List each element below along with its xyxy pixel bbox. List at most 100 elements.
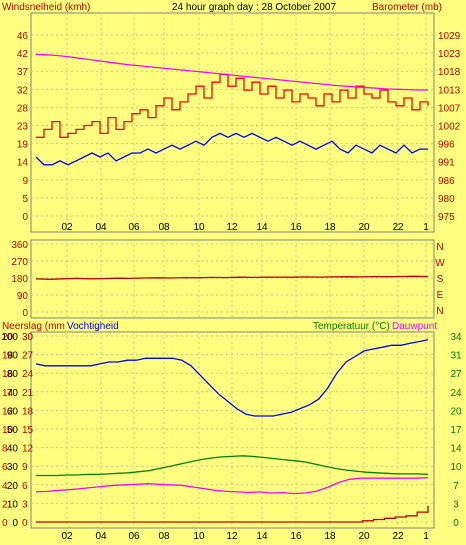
rain-tick-label-2: 6 [22, 481, 28, 492]
chart-title: 24 hour graph day : 28 October 2007 [172, 2, 336, 13]
barometer-tick-label: 980 [438, 194, 455, 205]
wind-tick-label: 37 [17, 67, 29, 78]
hour-tick-label-bottom: 12 [226, 531, 238, 542]
humidity-tick-label: 20 [7, 481, 19, 492]
series-lines [35, 53, 429, 523]
rain-line [36, 505, 429, 523]
barometer-tick-label: 1007 [438, 103, 461, 114]
humidity-tick-label: 30 [7, 462, 19, 473]
humidity-tick-label: 0 [12, 518, 18, 529]
rain-tick-label-2: 3 [22, 499, 28, 510]
direction-tick-label: 180 [11, 274, 28, 285]
direction-tick-label: 0 [22, 308, 28, 319]
wind-axis-label: Windsnelheid (kmh) [2, 2, 90, 13]
rain-tick-label-2: 21 [22, 388, 34, 399]
wind-tick-label: 32 [17, 85, 29, 96]
humidity-tick-label: 90 [7, 351, 19, 362]
wind-tick-label: 28 [17, 103, 29, 114]
rain-tick-label: 18 [2, 351, 14, 362]
rain-tick-label-2: 18 [22, 406, 34, 417]
temperature-tick-label: 24 [450, 388, 462, 399]
wind-tick-label: 42 [17, 49, 29, 60]
rain-tick-label: 14 [2, 388, 14, 399]
hour-tick-label: 1 [423, 222, 429, 233]
rain-tick-label: 2 [2, 499, 8, 510]
rain-tick-label: 8 [2, 444, 8, 455]
temperature-tick-label: 17 [450, 425, 462, 436]
hour-tick-label: 12 [226, 222, 238, 233]
humidity-tick-label: 60 [7, 406, 19, 417]
wind-tick-label: 9 [22, 176, 28, 187]
wind-tick-label: 19 [17, 140, 29, 151]
temperature-line [36, 455, 429, 477]
compass-label: W [435, 258, 445, 269]
rain-tick-label: 10 [2, 425, 14, 436]
wind-average-line [35, 132, 428, 166]
hour-tick-label: 02 [61, 222, 73, 233]
direction-tick-label: 360 [11, 240, 28, 251]
humidity-tick-label: 100 [1, 332, 18, 343]
temperature-tick-label: 7 [453, 481, 459, 492]
rain-tick-label-2: 30 [22, 332, 34, 343]
barometer-tick-label: 986 [438, 176, 455, 187]
hour-tick-label: 18 [324, 222, 336, 233]
hour-tick-label-bottom: 10 [193, 531, 205, 542]
hour-tick-label-bottom: 18 [324, 531, 336, 542]
temperature-tick-label: 34 [450, 332, 462, 343]
humidity-axis-label: Vochtigheid [67, 321, 119, 332]
rain-tick-label-2: 24 [22, 369, 34, 380]
humidity-tick-label: 80 [7, 369, 19, 380]
hour-tick-label-bottom: 02 [61, 531, 73, 542]
temperature-tick-label: 3 [453, 499, 459, 510]
temperature-axis-label: Temperatuur (°C) [313, 321, 390, 332]
barometer-tick-label: 1018 [438, 67, 461, 78]
hour-tick-label-bottom: 14 [256, 531, 268, 542]
dewpoint-line [35, 477, 429, 495]
hour-tick-label-bottom: 06 [128, 531, 140, 542]
hour-tick-label: 08 [158, 222, 170, 233]
dewpoint-axis-label: Dauwpunt [392, 321, 437, 332]
hour-tick-label-bottom: 08 [158, 531, 170, 542]
hour-tick-label: 22 [392, 222, 404, 233]
rain-tick-label: 4 [2, 481, 8, 492]
rain-tick-label-2: 9 [22, 462, 28, 473]
wind-gust-line [36, 73, 429, 138]
compass-label: S [437, 274, 444, 285]
rain-tick-label-2: 12 [22, 444, 34, 455]
direction-tick-label: 270 [11, 257, 28, 268]
humidity-tick-label: 50 [7, 425, 19, 436]
humidity-line [35, 339, 429, 417]
temperature-tick-label: 27 [450, 369, 462, 380]
wind-tick-label: 23 [17, 122, 29, 133]
barometer-tick-label: 991 [438, 158, 455, 169]
barometer-tick-label: 996 [438, 140, 455, 151]
rain-tick-label: 16 [2, 369, 14, 380]
hour-tick-label: 16 [290, 222, 302, 233]
hour-tick-label-bottom: 20 [358, 531, 370, 542]
hour-tick-label-bottom: 1 [423, 531, 429, 542]
barometer-line [35, 53, 428, 91]
humidity-tick-label: 70 [7, 388, 19, 399]
compass-label: E [437, 290, 444, 301]
rain-tick-label: 6 [2, 462, 8, 473]
rain-tick-label: 20 [2, 332, 14, 343]
compass-label: N [436, 242, 443, 253]
hour-tick-label-bottom: 16 [290, 531, 302, 542]
wind-tick-label: 5 [22, 194, 28, 205]
temperature-tick-label: 14 [450, 444, 462, 455]
temperature-tick-label: 0 [453, 518, 459, 529]
tick-labels: 0591419232832374246975980986991996100210… [1, 31, 462, 542]
humidity-tick-label: 40 [7, 444, 19, 455]
hour-tick-label: 20 [358, 222, 370, 233]
compass-label: N [436, 306, 443, 317]
rain-tick-label-2: 0 [22, 518, 28, 529]
barometer-tick-label: 1029 [438, 31, 461, 42]
barometer-tick-label: 1013 [438, 85, 461, 96]
barometer-axis-label: Barometer (mb) [372, 2, 442, 13]
hour-tick-label: 10 [193, 222, 205, 233]
barometer-tick-label: 1002 [438, 122, 461, 133]
rain-tick-label: 0 [2, 518, 8, 529]
grid-lines [31, 13, 434, 528]
rain-tick-label-2: 15 [22, 425, 34, 436]
